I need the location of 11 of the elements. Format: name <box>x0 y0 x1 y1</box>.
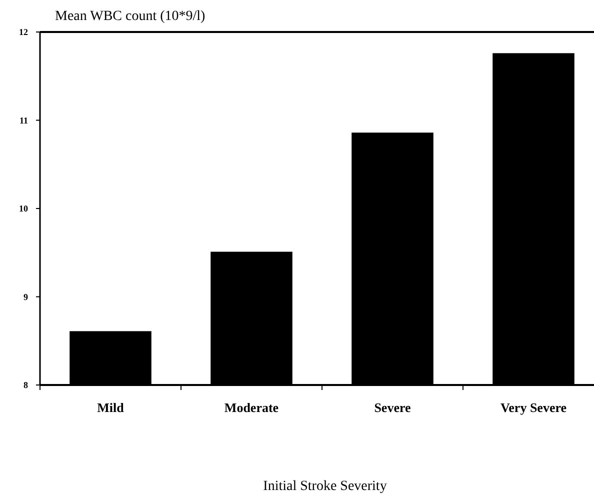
y-tick-label: 9 <box>24 292 28 302</box>
x-tick-label: Mild <box>97 400 125 415</box>
x-tick-label: Severe <box>374 400 412 415</box>
x-axis-title: Initial Stroke Severity <box>263 479 387 494</box>
y-tick-label: 11 <box>19 115 28 126</box>
y-tick-label: 10 <box>19 204 28 214</box>
y-tick-label: 12 <box>19 27 28 38</box>
x-tick-label: Moderate <box>224 400 279 415</box>
y-axis-title: Mean WBC count (10*9/l) <box>55 9 206 24</box>
x-tick-label: Very Severe <box>500 400 567 415</box>
y-tick-label: 8 <box>24 380 28 390</box>
